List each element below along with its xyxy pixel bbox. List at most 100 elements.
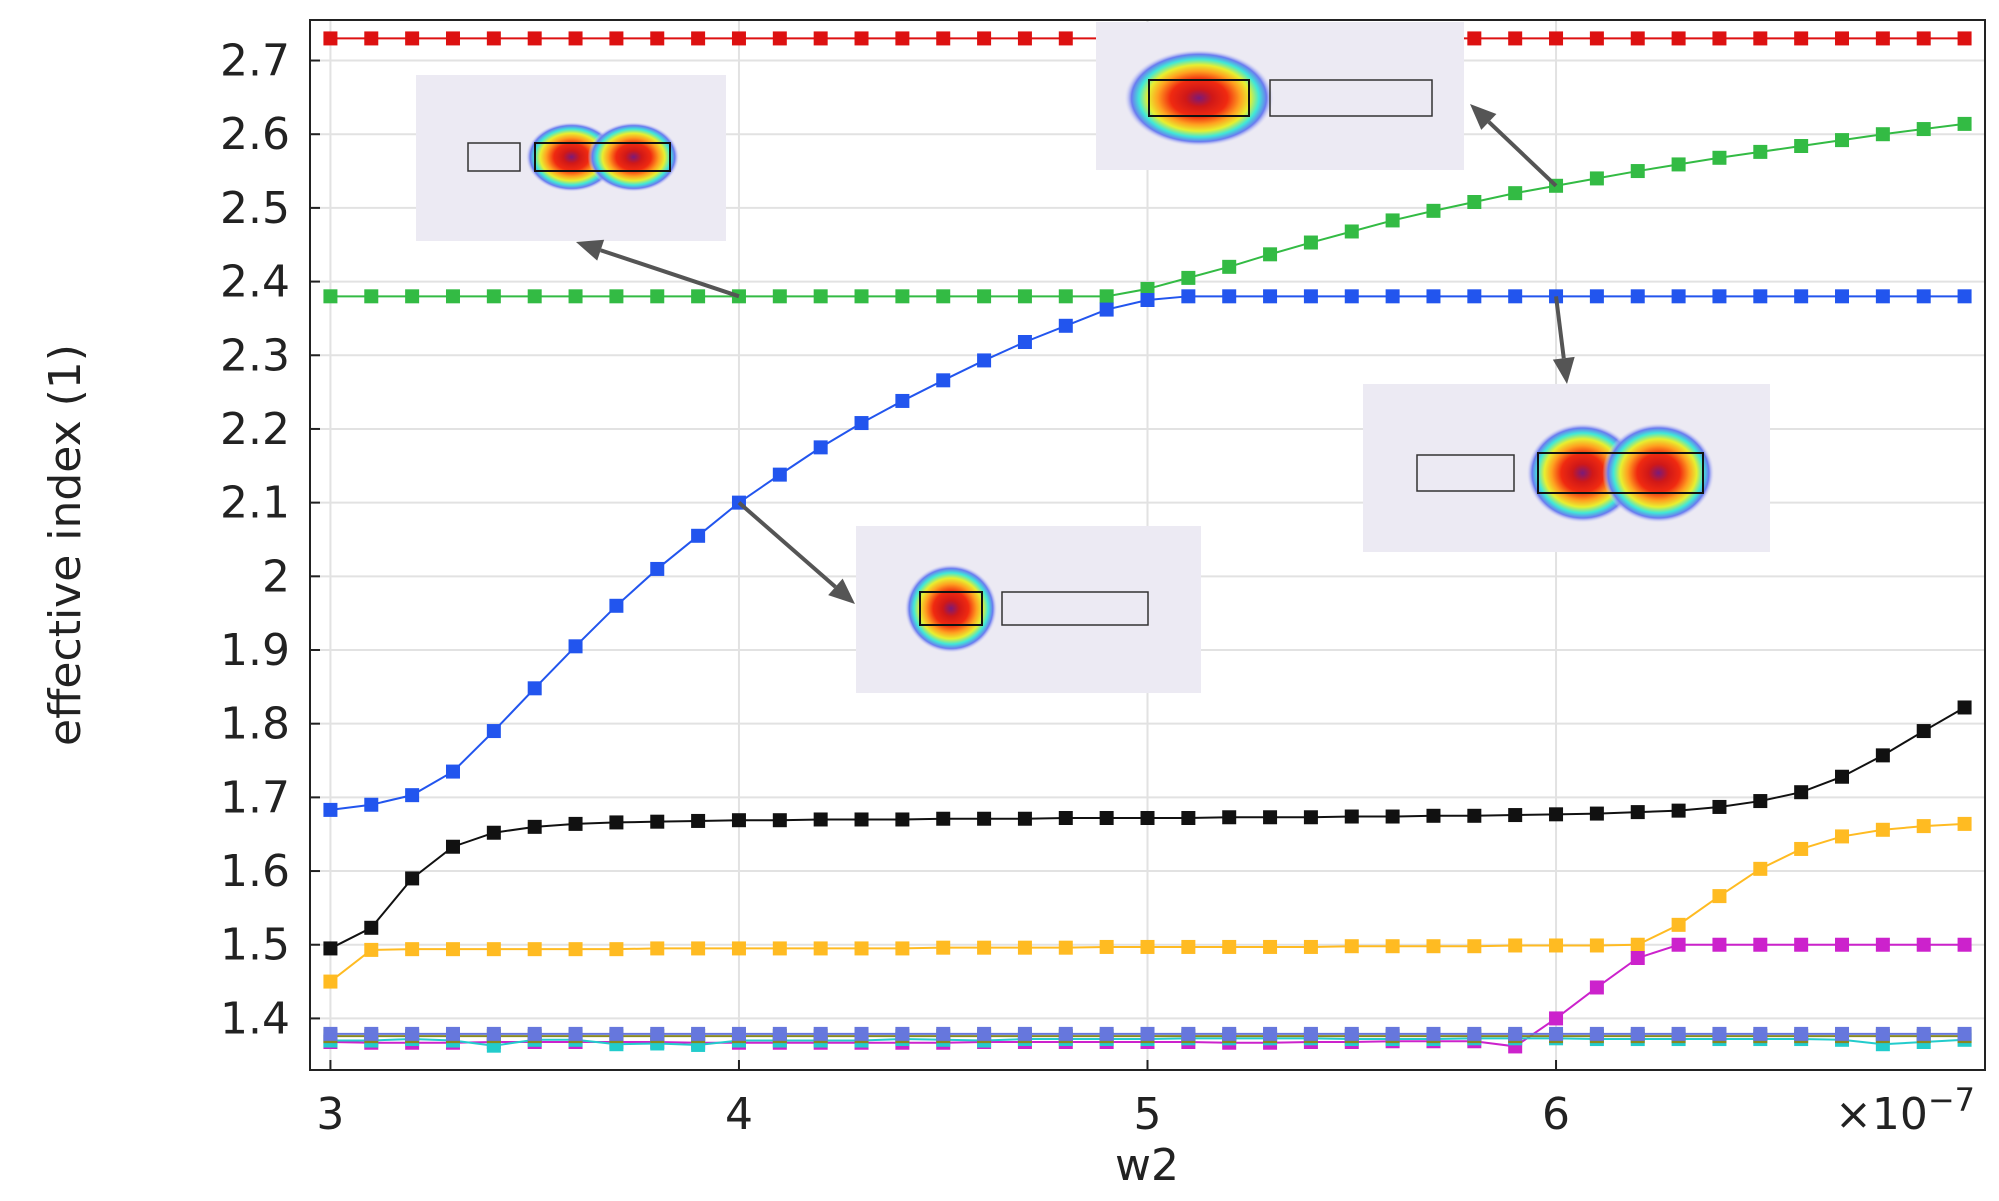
arrow-head: [828, 578, 855, 604]
data-point: [1589, 171, 1604, 186]
data-point: [527, 1026, 542, 1041]
data-point: [445, 942, 460, 957]
data-point: [1794, 31, 1809, 46]
data-point: [1426, 289, 1441, 304]
data-point: [1794, 785, 1809, 800]
data-point: [1589, 980, 1604, 995]
data-point: [772, 289, 787, 304]
data-point: [527, 819, 542, 834]
data-point: [1344, 1026, 1359, 1041]
data-point: [1426, 939, 1441, 954]
data-point: [1263, 810, 1278, 825]
data-point: [1017, 940, 1032, 955]
y-axis-title: effective index (1): [40, 344, 91, 746]
data-point: [854, 941, 869, 956]
data-point: [813, 1026, 828, 1041]
waveguide-outline: [534, 142, 671, 172]
data-point: [1957, 31, 1972, 46]
data-point: [772, 467, 787, 482]
x-exponent-label: ×10−7: [1835, 1081, 1975, 1140]
data-point: [813, 31, 828, 46]
series-3: [323, 289, 1972, 817]
data-point: [1589, 289, 1604, 304]
data-point: [1630, 164, 1645, 179]
data-point: [1712, 937, 1727, 952]
waveguide-outline: [1269, 79, 1433, 117]
data-point: [1263, 1026, 1278, 1041]
data-point: [405, 1026, 420, 1041]
data-point: [405, 871, 420, 886]
data-point: [1058, 318, 1073, 333]
data-point: [1303, 289, 1318, 304]
data-point: [895, 289, 910, 304]
series-5: [323, 816, 1972, 989]
data-point: [1467, 808, 1482, 823]
data-point: [527, 942, 542, 957]
data-point: [1467, 195, 1482, 209]
x-tick-label: 6: [1542, 1089, 1570, 1140]
arrow-shaft: [600, 248, 740, 299]
data-point: [977, 1026, 992, 1041]
y-tick-label: 2.4: [220, 257, 290, 308]
mode-insets: [416, 22, 1770, 693]
waveguide-outline: [467, 142, 521, 172]
data-point: [1303, 1026, 1318, 1041]
data-point: [1181, 811, 1196, 825]
data-point: [1181, 1026, 1196, 1041]
data-point: [568, 942, 583, 957]
data-point: [1957, 116, 1972, 131]
data-point: [323, 1026, 338, 1041]
data-point: [1671, 31, 1686, 46]
data-point: [936, 811, 951, 826]
data-point: [486, 825, 501, 840]
y-tick-label: 2.5: [220, 183, 290, 234]
data-point: [1017, 289, 1032, 304]
data-point: [1794, 139, 1809, 153]
data-point: [1344, 939, 1359, 954]
data-point: [1017, 31, 1032, 46]
data-point: [1957, 816, 1972, 831]
data-point: [445, 31, 460, 46]
y-tick-label: 2.6: [220, 109, 290, 160]
data-point: [650, 814, 665, 829]
data-point: [691, 31, 706, 46]
data-point: [323, 974, 338, 989]
data-point: [731, 1026, 746, 1041]
data-point: [1753, 794, 1768, 809]
data-point: [813, 289, 828, 304]
data-point: [1671, 937, 1686, 952]
data-point: [609, 289, 624, 304]
field-spot: [1602, 423, 1715, 523]
series-9: [323, 1026, 1972, 1041]
data-point: [772, 941, 787, 956]
data-point: [691, 289, 706, 304]
data-point: [1140, 281, 1155, 296]
data-point: [1467, 31, 1482, 46]
waveguide-outline: [1001, 591, 1149, 626]
data-point: [1426, 1026, 1441, 1041]
data-point: [1344, 224, 1359, 239]
data-point: [1426, 808, 1441, 823]
data-point: [486, 1026, 501, 1041]
y-tick-label: 2.7: [220, 36, 290, 87]
data-point: [1712, 1026, 1727, 1041]
y-tick-label: 1.4: [220, 993, 290, 1044]
data-point: [772, 31, 787, 46]
data-point: [1058, 811, 1073, 825]
data-point: [1263, 289, 1278, 304]
waveguide-outline: [919, 591, 983, 626]
data-point: [1181, 939, 1196, 954]
y-tick-label: 2: [262, 551, 290, 602]
data-point: [1058, 940, 1073, 955]
data-point: [1222, 289, 1237, 304]
data-point: [364, 920, 379, 935]
data-point: [1058, 31, 1073, 46]
data-point: [691, 941, 706, 956]
arrow-head: [576, 239, 605, 261]
data-point: [323, 289, 338, 304]
data-point: [323, 31, 338, 46]
data-point: [1549, 807, 1564, 822]
data-point: [1426, 203, 1441, 218]
data-point: [1712, 31, 1727, 46]
pointer-arrow: [737, 501, 855, 604]
